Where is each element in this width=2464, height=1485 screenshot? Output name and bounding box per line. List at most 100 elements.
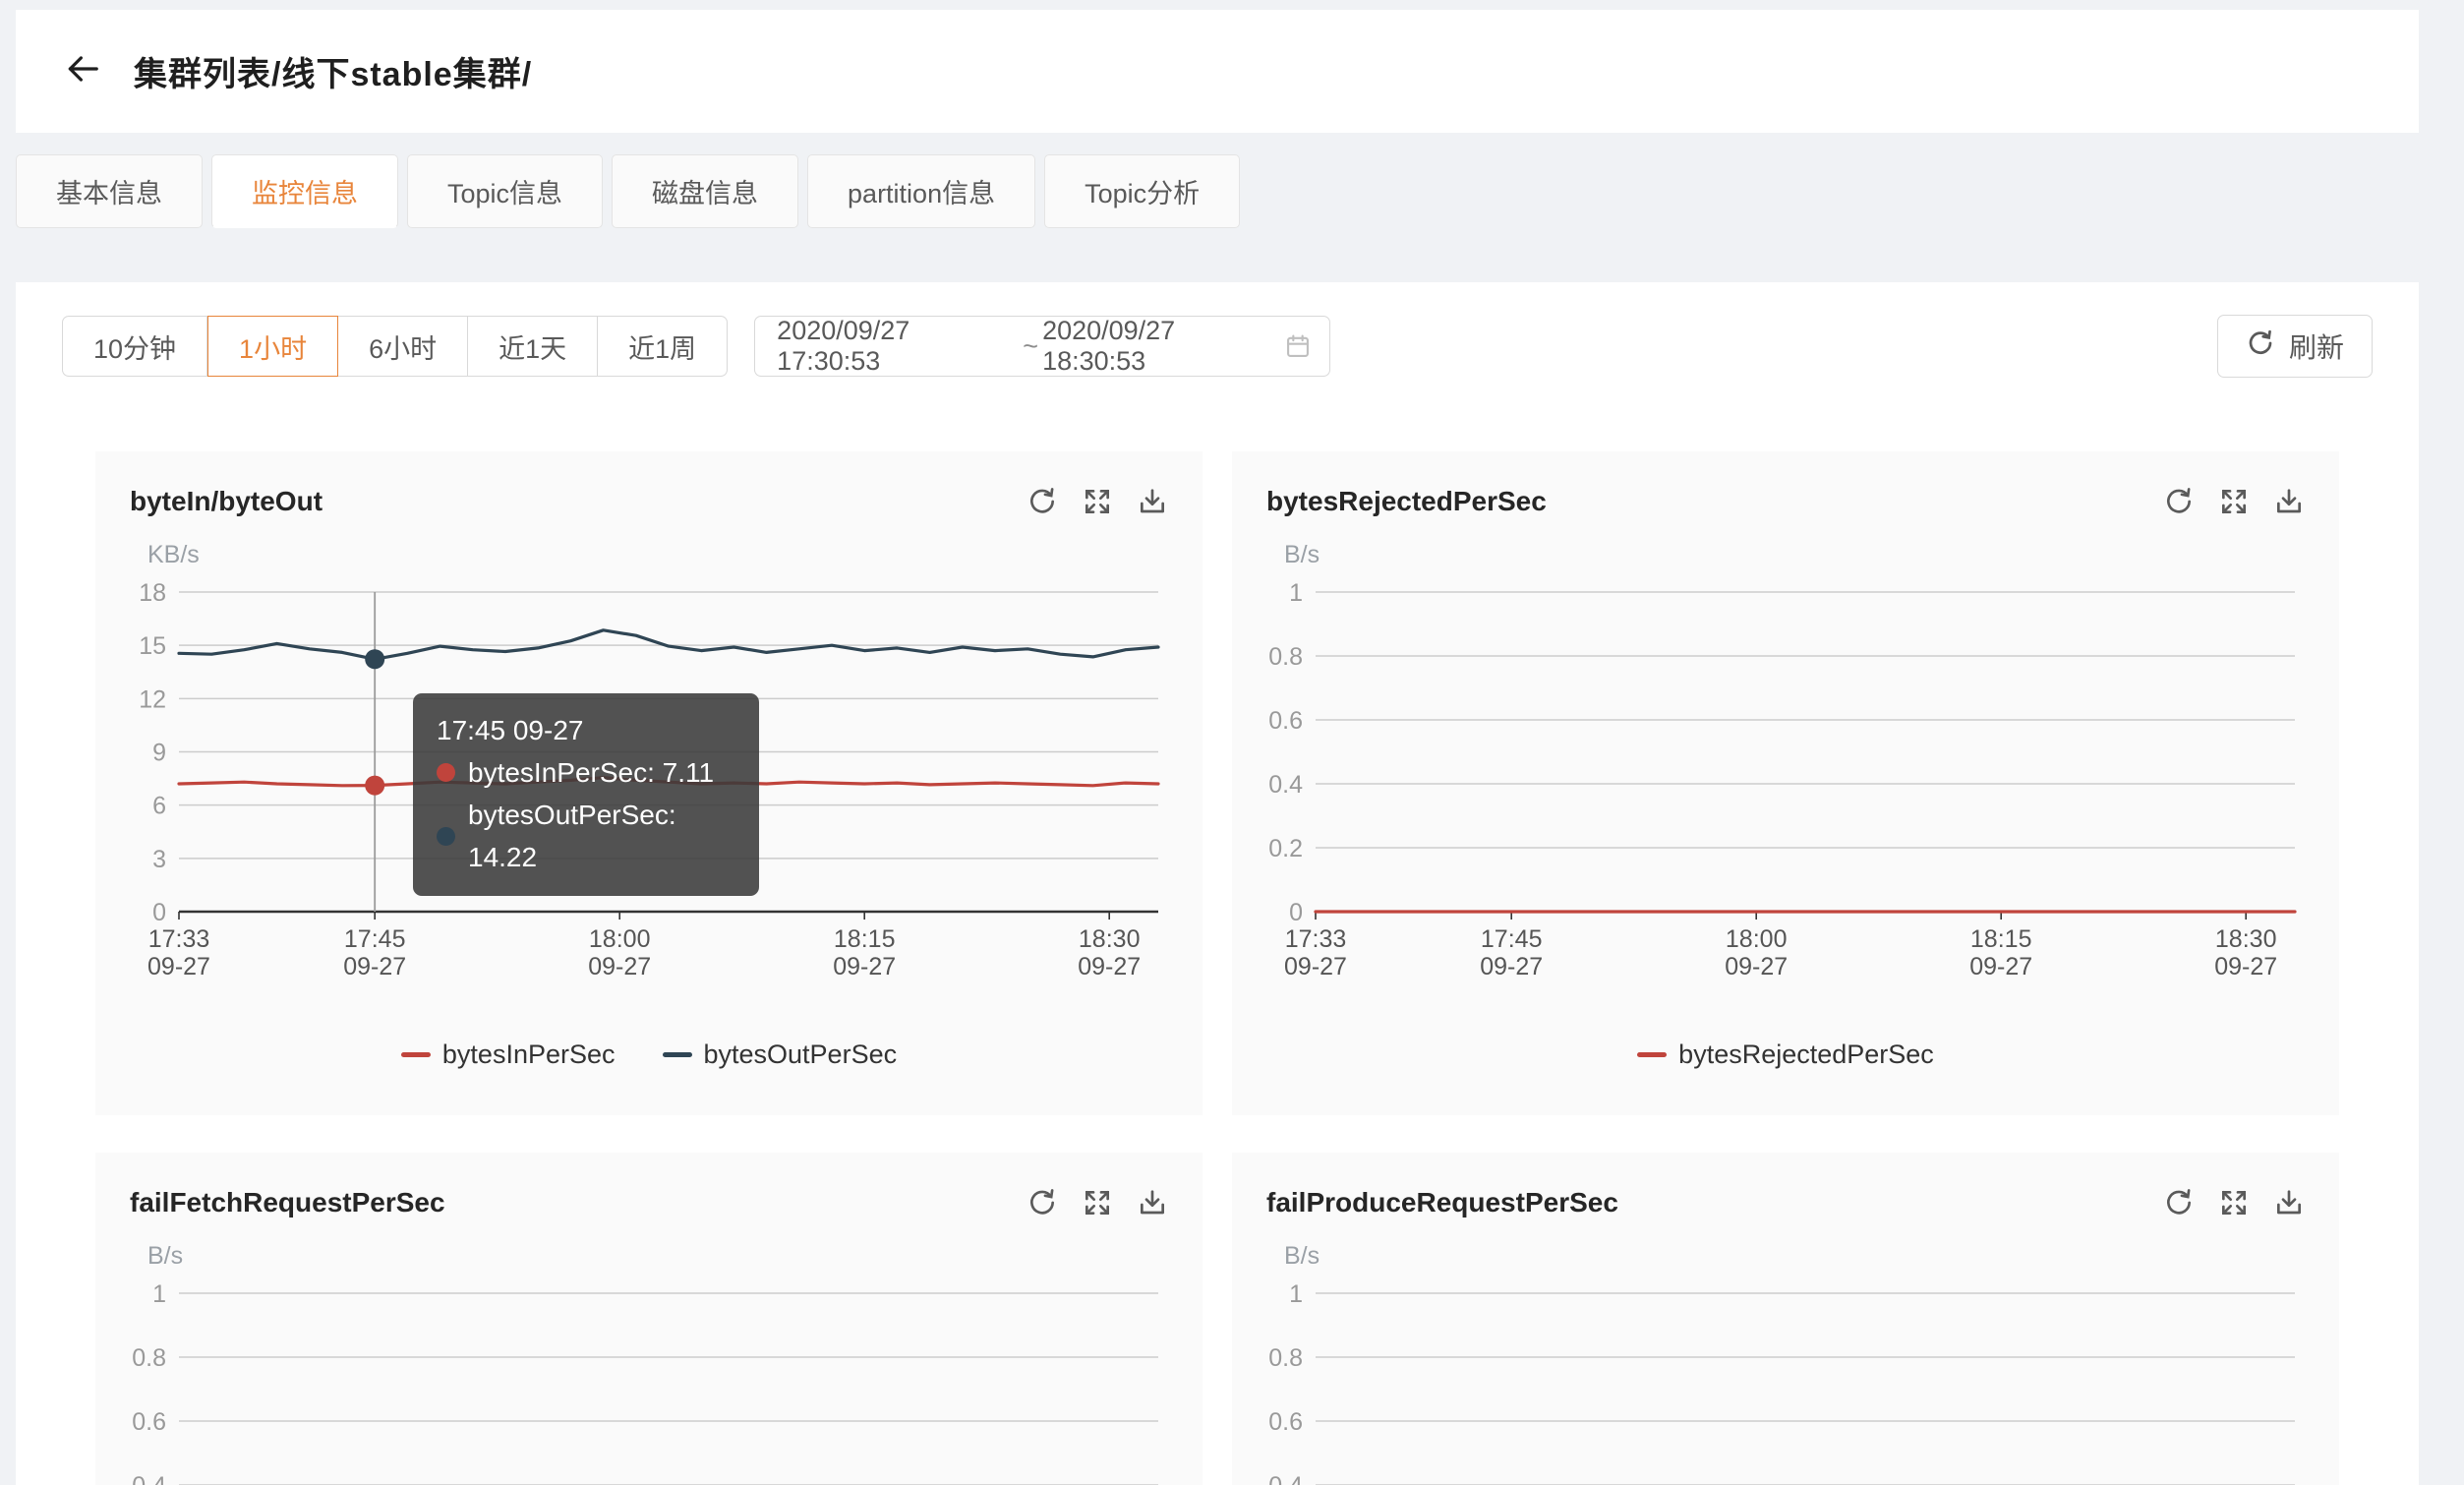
reload-icon[interactable] xyxy=(1027,1187,1058,1218)
page-title: 集群列表/线下stable集群/ xyxy=(134,56,533,93)
time-range-1[interactable]: 1小时 xyxy=(207,316,339,377)
reload-icon xyxy=(2246,328,2275,365)
chart-plot-area[interactable]: 10.80.60.40.2017:3309-2717:4509-2718:000… xyxy=(130,1278,1168,1485)
svg-text:09-27: 09-27 xyxy=(1078,953,1141,980)
legend-marker xyxy=(1637,1052,1668,1057)
legend-item-bytesInPerSec[interactable]: bytesInPerSec xyxy=(400,1040,616,1070)
svg-text:0.8: 0.8 xyxy=(1268,643,1303,671)
svg-text:18:00: 18:00 xyxy=(1726,925,1788,953)
chart-legend: bytesInPerSec bytesOutPerSec xyxy=(130,1040,1168,1070)
svg-text:0.6: 0.6 xyxy=(1268,1408,1303,1436)
svg-text:09-27: 09-27 xyxy=(1480,953,1543,980)
chart-card-3: failProduceRequestPerSecB/s10.80.60.40.2… xyxy=(1232,1153,2339,1485)
svg-text:0.4: 0.4 xyxy=(1268,771,1303,799)
legend-marker xyxy=(662,1052,692,1057)
tab-4[interactable]: partition信息 xyxy=(807,154,1036,228)
legend-label: bytesOutPerSec xyxy=(703,1040,898,1069)
chart-header: byteIn/byteOut xyxy=(130,486,1168,517)
svg-text:1: 1 xyxy=(1289,1280,1303,1308)
svg-text:17:33: 17:33 xyxy=(148,925,210,953)
chart-toolbar xyxy=(1027,486,1168,517)
y-axis-unit-label: B/s xyxy=(147,1242,184,1270)
fullscreen-icon[interactable] xyxy=(1082,486,1113,517)
time-range-group: 10分钟 1小时 6小时 近1天 近1周 xyxy=(62,316,729,377)
svg-text:0.8: 0.8 xyxy=(132,1344,166,1372)
chart-plot-area[interactable]: 10.80.60.40.2017:3309-2717:4509-2718:000… xyxy=(1266,1278,2305,1485)
tab-5[interactable]: Topic分析 xyxy=(1044,154,1241,228)
chart-title: failFetchRequestPerSec xyxy=(130,1187,445,1218)
svg-text:18:15: 18:15 xyxy=(1970,925,2032,953)
chart-header: bytesRejectedPerSec xyxy=(1266,486,2305,517)
svg-text:15: 15 xyxy=(139,632,166,660)
chart-card-0: byteIn/byteOut KB/s 18 15 12 9 6 3 0 17:33 09-27 17… xyxy=(95,451,1203,1115)
svg-text:09-27: 09-27 xyxy=(1725,953,1788,980)
chart-legend: bytesRejectedPerSec xyxy=(1266,1040,2305,1070)
svg-text:18:15: 18:15 xyxy=(834,925,896,953)
svg-text:3: 3 xyxy=(152,846,166,873)
svg-text:17:45: 17:45 xyxy=(344,925,406,953)
svg-text:09-27: 09-27 xyxy=(1969,953,2032,980)
reload-icon[interactable] xyxy=(2163,1187,2195,1218)
legend-item-bytesOutPerSec[interactable]: bytesOutPerSec xyxy=(662,1040,898,1070)
svg-text:0: 0 xyxy=(152,899,166,926)
legend-item-bytesRejectedPerSec[interactable]: bytesRejectedPerSec xyxy=(1637,1040,1934,1070)
fullscreen-icon[interactable] xyxy=(2218,486,2250,517)
legend-marker xyxy=(400,1052,431,1057)
svg-text:0.4: 0.4 xyxy=(132,1472,166,1485)
download-icon[interactable] xyxy=(1137,486,1168,517)
chart-title: byteIn/byteOut xyxy=(130,486,323,516)
tab-2[interactable]: Topic信息 xyxy=(407,154,604,228)
page-header: 集群列表/线下stable集群/ xyxy=(16,10,2419,133)
svg-text:12: 12 xyxy=(139,685,166,713)
date-end: 2020/09/27 18:30:53 xyxy=(1042,316,1176,376)
svg-text:0.8: 0.8 xyxy=(1268,1344,1303,1372)
back-arrow-icon xyxy=(64,50,101,92)
reload-icon[interactable] xyxy=(2163,486,2195,517)
svg-text:6: 6 xyxy=(152,793,166,820)
svg-text:18:30: 18:30 xyxy=(2215,925,2277,953)
refresh-button[interactable]: 刷新 xyxy=(2216,315,2373,378)
svg-text:09-27: 09-27 xyxy=(1284,953,1347,980)
refresh-label: 刷新 xyxy=(2288,332,2344,363)
chart-title: failProduceRequestPerSec xyxy=(1266,1187,1618,1218)
chart-header: failProduceRequestPerSec xyxy=(1266,1187,2305,1218)
svg-text:0.6: 0.6 xyxy=(132,1408,166,1436)
tab-0[interactable]: 基本信息 xyxy=(16,154,203,228)
back-button[interactable] xyxy=(55,44,110,99)
chart-title: bytesRejectedPerSec xyxy=(1266,486,1547,516)
y-axis-unit-label: B/s xyxy=(1284,1242,1320,1270)
svg-text:17:45: 17:45 xyxy=(1481,925,1543,953)
download-icon[interactable] xyxy=(1137,1187,1168,1218)
calendar-icon xyxy=(1284,332,1312,360)
time-range-4[interactable]: 近1周 xyxy=(598,316,729,377)
time-range-2[interactable]: 6小时 xyxy=(338,316,469,377)
charts-grid: byteIn/byteOut KB/s 18 15 12 9 6 3 0 17:33 09-27 17… xyxy=(95,451,2339,1485)
tab-3[interactable]: 磁盘信息 xyxy=(612,154,799,228)
time-range-0[interactable]: 10分钟 xyxy=(62,316,208,377)
svg-text:18: 18 xyxy=(139,579,166,607)
main-panel: 10分钟 1小时 6小时 近1天 近1周 2020/09/27 17:30:53 ~ 2… xyxy=(16,282,2419,1485)
date-separator: ~ xyxy=(1023,330,1039,361)
download-icon[interactable] xyxy=(2273,486,2305,517)
reload-icon[interactable] xyxy=(1027,486,1058,517)
download-icon[interactable] xyxy=(2273,1187,2305,1218)
svg-text:09-27: 09-27 xyxy=(588,953,651,980)
chart-toolbar xyxy=(2163,486,2305,517)
fullscreen-icon[interactable] xyxy=(2218,1187,2250,1218)
tab-1[interactable]: 监控信息 xyxy=(211,154,398,228)
chart-toolbar xyxy=(2163,1187,2305,1218)
chart-plot-area[interactable]: 181512963017:3309-2717:4509-2718:0009-27… xyxy=(130,577,1168,985)
tab-bar: 基本信息 监控信息 Topic信息 磁盘信息 partition信息 Topic分析 xyxy=(16,154,2419,228)
fullscreen-icon[interactable] xyxy=(1082,1187,1113,1218)
svg-text:0.2: 0.2 xyxy=(1268,835,1303,862)
svg-text:0.4: 0.4 xyxy=(1268,1472,1303,1485)
controls-row: 10分钟 1小时 6小时 近1天 近1周 2020/09/27 17:30:53 ~ 2… xyxy=(62,315,2373,378)
chart-toolbar xyxy=(1027,1187,1168,1218)
chart-plot-area[interactable]: 10.80.60.40.2017:3309-2717:4509-2718:000… xyxy=(1266,577,2305,985)
chart-header: failFetchRequestPerSec xyxy=(130,1187,1168,1218)
date-start: 2020/09/27 17:30:53 xyxy=(777,316,910,376)
svg-text:1: 1 xyxy=(1289,579,1303,607)
time-range-3[interactable]: 近1天 xyxy=(468,316,599,377)
date-range-picker[interactable]: 2020/09/27 17:30:53 ~ 2020/09/27 18:30:5… xyxy=(754,316,1331,377)
